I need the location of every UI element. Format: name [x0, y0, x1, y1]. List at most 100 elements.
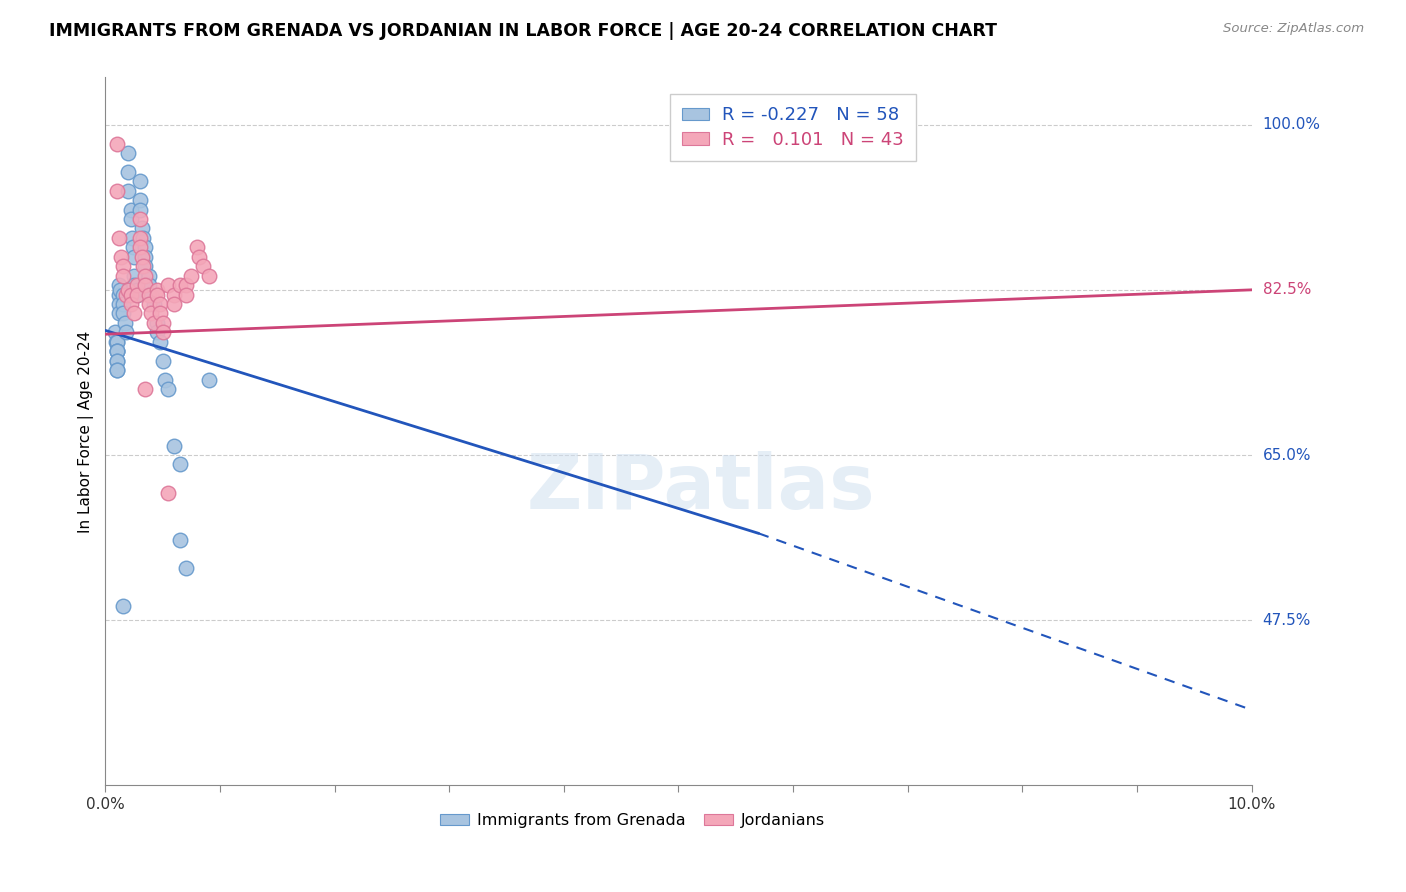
Point: [127, 287, 149, 301]
Point: [134, 240, 156, 254]
Point: [141, 287, 163, 301]
Point: [105, 363, 128, 377]
Point: [169, 458, 191, 472]
Point: [122, 278, 145, 293]
Point: [134, 250, 156, 264]
Point: [169, 533, 191, 547]
Point: [157, 278, 180, 293]
Point: [142, 297, 165, 311]
Point: [120, 212, 142, 227]
Point: [131, 250, 153, 264]
Point: [108, 287, 131, 301]
Point: [149, 334, 172, 349]
Point: [197, 372, 219, 386]
Point: [131, 221, 153, 235]
Point: [105, 344, 128, 359]
Point: [134, 259, 156, 273]
Point: [105, 353, 128, 368]
Point: [174, 287, 197, 301]
Point: [115, 326, 138, 340]
Point: [153, 372, 176, 386]
Point: [105, 184, 128, 198]
Point: [111, 599, 134, 613]
Point: [120, 202, 142, 217]
Point: [157, 382, 180, 396]
Point: [138, 287, 160, 301]
Point: [122, 268, 145, 283]
Point: [104, 334, 127, 349]
Point: [105, 334, 128, 349]
Text: 65.0%: 65.0%: [1263, 448, 1312, 463]
Point: [138, 278, 160, 293]
Point: [163, 439, 186, 453]
Point: [111, 259, 134, 273]
Point: [142, 316, 165, 330]
Text: 47.5%: 47.5%: [1263, 613, 1310, 628]
Point: [111, 306, 134, 320]
Point: [108, 306, 131, 320]
Point: [152, 326, 174, 340]
Point: [134, 382, 156, 396]
Point: [122, 306, 145, 320]
Point: [141, 306, 163, 320]
Text: Source: ZipAtlas.com: Source: ZipAtlas.com: [1223, 22, 1364, 36]
Point: [128, 193, 150, 207]
Point: [108, 278, 131, 293]
Point: [128, 240, 150, 254]
Point: [138, 268, 160, 283]
Point: [108, 231, 131, 245]
Point: [149, 306, 172, 320]
Point: [152, 316, 174, 330]
Point: [105, 363, 128, 377]
Y-axis label: In Labor Force | Age 20-24: In Labor Force | Age 20-24: [79, 330, 94, 533]
Point: [188, 250, 211, 264]
Point: [120, 287, 142, 301]
Point: [146, 283, 169, 297]
Point: [110, 250, 132, 264]
Point: [115, 287, 138, 301]
Point: [117, 165, 139, 179]
Point: [169, 278, 191, 293]
Point: [114, 316, 136, 330]
Point: [122, 240, 145, 254]
Point: [108, 297, 131, 311]
Point: [128, 174, 150, 188]
Point: [105, 136, 128, 151]
Point: [146, 326, 169, 340]
Point: [152, 353, 174, 368]
Point: [180, 268, 202, 283]
Point: [103, 326, 125, 340]
Point: [110, 283, 132, 297]
Point: [174, 561, 197, 575]
Point: [111, 287, 134, 301]
Text: 100.0%: 100.0%: [1263, 117, 1320, 132]
Point: [128, 231, 150, 245]
Point: [117, 184, 139, 198]
Point: [186, 240, 208, 254]
Text: 82.5%: 82.5%: [1263, 283, 1310, 297]
Point: [191, 259, 214, 273]
Point: [127, 287, 149, 301]
Point: [128, 212, 150, 227]
Point: [132, 259, 155, 273]
Point: [163, 297, 186, 311]
Point: [128, 202, 150, 217]
Point: [157, 485, 180, 500]
Point: [197, 268, 219, 283]
Point: [120, 297, 142, 311]
Point: [105, 344, 128, 359]
Point: [105, 334, 128, 349]
Point: [117, 283, 139, 297]
Point: [127, 278, 149, 293]
Point: [163, 287, 186, 301]
Point: [146, 287, 169, 301]
Point: [105, 353, 128, 368]
Point: [111, 268, 134, 283]
Text: IMMIGRANTS FROM GRENADA VS JORDANIAN IN LABOR FORCE | AGE 20-24 CORRELATION CHAR: IMMIGRANTS FROM GRENADA VS JORDANIAN IN …: [49, 22, 997, 40]
Legend: Immigrants from Grenada, Jordanians: Immigrants from Grenada, Jordanians: [433, 806, 832, 834]
Point: [121, 231, 143, 245]
Point: [111, 297, 134, 311]
Point: [132, 231, 155, 245]
Point: [122, 250, 145, 264]
Text: ZIPatlas: ZIPatlas: [527, 451, 876, 525]
